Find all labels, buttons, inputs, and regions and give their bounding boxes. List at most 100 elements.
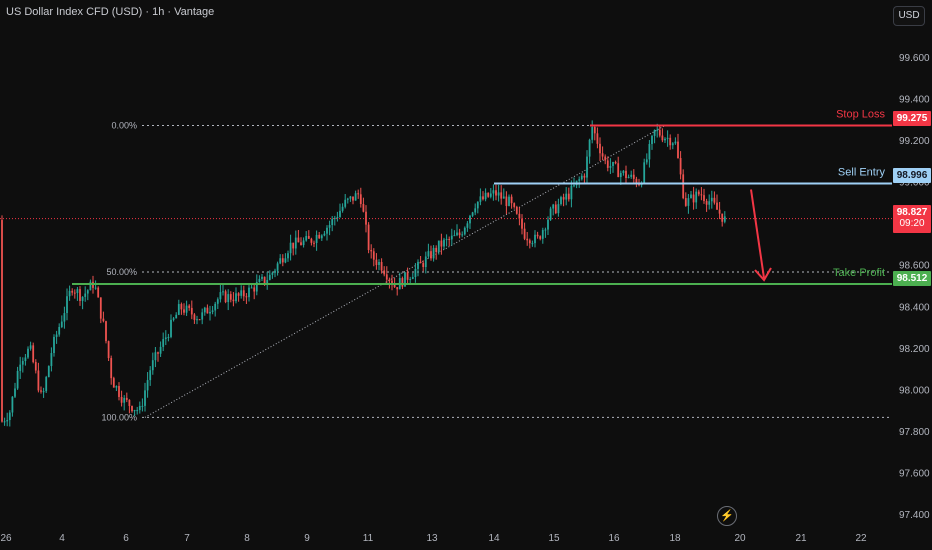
candle-body: [638, 184, 640, 186]
candle-body: [606, 160, 609, 168]
candle-body: [341, 206, 344, 211]
candle-body: [718, 209, 721, 214]
candle-body: [580, 175, 583, 180]
candle-body: [349, 196, 352, 199]
candle-body: [666, 137, 669, 139]
lightning-icon[interactable]: ⚡: [717, 506, 737, 526]
candle-body: [388, 279, 391, 281]
candle-body: [76, 289, 79, 293]
candle-body: [684, 198, 687, 206]
candle-body: [242, 290, 245, 297]
candle-body: [229, 294, 232, 300]
candle-body: [591, 127, 594, 140]
candle-body: [359, 194, 362, 205]
candle-body: [42, 391, 45, 393]
current-price-value: 98.827: [896, 207, 928, 218]
candle-body: [216, 299, 219, 304]
candle-body: [287, 253, 289, 259]
candle-body: [86, 290, 89, 294]
candle-body: [112, 378, 115, 388]
candle-body: [687, 198, 690, 206]
candle-body: [705, 200, 708, 205]
candle-body: [599, 143, 601, 154]
projection-arrow-shaft: [750, 189, 765, 279]
candle-body: [328, 225, 331, 228]
candle-body: [692, 194, 695, 203]
candle-body: [32, 345, 35, 363]
candle-body: [58, 326, 61, 335]
time-tick-label: 22: [855, 533, 867, 544]
candle-body: [604, 156, 607, 161]
candle-body: [547, 219, 549, 230]
candle-body: [177, 304, 180, 315]
candle-body: [346, 198, 349, 200]
candle-body: [700, 194, 703, 196]
candle-body: [284, 258, 287, 263]
candle-body: [419, 261, 422, 264]
time-tick-label: 16: [608, 533, 620, 544]
candle-body: [362, 204, 365, 212]
candle-body: [336, 216, 339, 218]
candle-body: [154, 352, 157, 361]
sell-entry-label: Sell Entry: [838, 166, 886, 178]
candle-body: [505, 196, 508, 206]
time-tick-label: 26: [0, 533, 12, 544]
candle-body: [206, 307, 209, 314]
candle-body: [593, 127, 596, 134]
currency-button[interactable]: USD: [893, 6, 925, 26]
time-tick-label: 11: [363, 533, 374, 544]
candle-body: [534, 234, 536, 244]
candle-body: [474, 208, 477, 213]
candle-body: [440, 240, 443, 247]
candle-body: [458, 232, 461, 236]
stop-loss-label: Stop Loss: [836, 109, 885, 121]
candle-body: [263, 276, 266, 284]
candle-body: [471, 212, 474, 216]
candle-body: [279, 258, 282, 264]
candle-body: [518, 213, 521, 219]
candle-body: [198, 319, 201, 321]
candle-body: [190, 307, 193, 315]
candle-body: [367, 224, 370, 250]
candle-body: [482, 196, 484, 200]
candle-body: [8, 412, 11, 421]
candle-body: [144, 390, 146, 406]
candle-body: [391, 280, 393, 285]
candle-body: [34, 362, 37, 371]
candle-body: [721, 213, 724, 222]
candle-body: [448, 238, 451, 240]
candle-body: [445, 238, 448, 240]
candle-body: [656, 129, 659, 131]
candle-body: [141, 405, 144, 407]
candle-body: [68, 290, 71, 297]
candle-body: [713, 197, 716, 203]
fib-level-label: 50.00%: [106, 267, 137, 277]
candle-body: [521, 218, 523, 229]
candle-body: [227, 294, 230, 303]
candle-body: [492, 190, 495, 194]
candle-body: [302, 240, 305, 246]
candle-body: [66, 296, 68, 314]
candle-body: [479, 196, 482, 202]
candle-body: [105, 321, 107, 342]
candle-body: [21, 361, 24, 365]
candle-body: [172, 318, 175, 320]
candle-body: [151, 360, 154, 371]
candle-body: [674, 141, 677, 144]
fib-trend-line: [144, 125, 666, 418]
price-tick-label: 98.200: [899, 344, 930, 355]
time-tick-label: 20: [734, 533, 746, 544]
candle-body: [344, 199, 347, 207]
candle-body: [463, 227, 466, 235]
candle-body: [255, 282, 258, 292]
candle-body: [614, 162, 617, 164]
candle-body: [588, 139, 591, 157]
candle-body: [352, 196, 354, 201]
candle-body: [417, 261, 419, 269]
candle-body: [710, 197, 713, 202]
candle-body: [209, 311, 211, 314]
candle-body: [617, 163, 620, 178]
candle-body: [601, 153, 604, 157]
candle-body: [107, 341, 110, 359]
